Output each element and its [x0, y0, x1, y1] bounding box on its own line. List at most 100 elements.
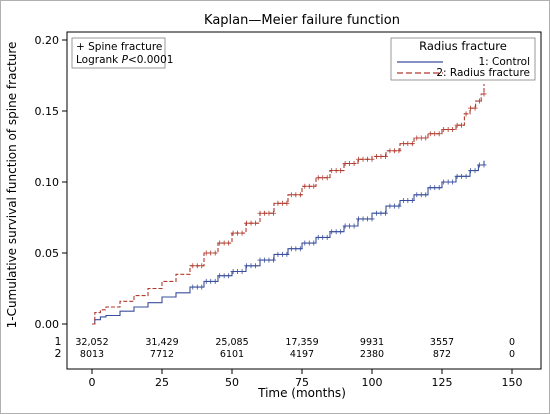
censor-mark: [360, 156, 366, 162]
censor-mark: [414, 192, 420, 198]
censor-mark: [333, 168, 339, 174]
censor-mark: [400, 197, 406, 203]
annotation-frame: [71, 37, 166, 69]
censor-mark: [270, 210, 276, 216]
annotation-censor-label: + Spine fracture: [76, 41, 162, 53]
annotation-box: + Spine fracture Logrank P<0.0001: [71, 37, 173, 69]
censor-mark: [284, 251, 290, 257]
annotation-logrank: Logrank P<0.0001: [76, 54, 173, 66]
censor-mark: [391, 203, 397, 209]
censor-mark: [387, 148, 393, 154]
legend-title: Radius fracture: [419, 39, 507, 53]
censor-mark: [356, 156, 362, 162]
censor-mark: [239, 230, 245, 236]
censor-marks-1: [190, 162, 487, 290]
censor-mark: [342, 223, 348, 229]
censor-mark: [230, 268, 236, 274]
risk-value: 2380: [360, 349, 384, 360]
censor-mark: [284, 200, 290, 206]
censor-mark: [423, 192, 429, 198]
censor-mark: [257, 210, 263, 216]
censor-mark: [400, 141, 406, 147]
censor-mark: [409, 141, 415, 147]
x-tick-label: 100: [362, 376, 383, 389]
logrank-value: <0.0001: [128, 54, 174, 66]
censor-mark: [378, 153, 384, 159]
x-tick-label: 50: [225, 376, 239, 389]
risk-value: 8013: [80, 349, 104, 360]
legend: Radius fracture 1: Control 2: Radius fra…: [390, 37, 536, 81]
censor-mark: [306, 183, 312, 189]
risk-value: 9931: [360, 337, 384, 348]
risk-value: 0: [509, 349, 515, 360]
censor-mark: [477, 162, 483, 168]
censor-mark: [311, 183, 317, 189]
censor-mark: [409, 197, 415, 203]
censor-mark: [293, 192, 299, 198]
x-tick-label: 75: [295, 376, 309, 389]
censor-mark: [248, 220, 254, 226]
series-layer: [92, 84, 487, 325]
censor-mark: [472, 168, 478, 174]
censor-mark: [208, 250, 214, 256]
censor-mark: [203, 250, 209, 256]
risk-value: 31,429: [145, 337, 178, 348]
censor-mark: [288, 192, 294, 198]
censor-mark: [472, 105, 478, 111]
censor-mark: [230, 230, 236, 236]
censor-mark: [441, 126, 447, 132]
censor-mark: [239, 268, 245, 274]
risk-value: 17,359: [285, 337, 318, 348]
censor-mark: [217, 240, 223, 246]
censor-mark: [311, 240, 317, 246]
censor-mark: [450, 126, 456, 132]
risk-value: 3557: [430, 337, 454, 348]
censor-mark: [261, 210, 267, 216]
censor-mark: [418, 192, 424, 198]
censor-mark: [459, 122, 465, 128]
censor-mark: [212, 278, 218, 284]
logrank-p: P: [122, 54, 129, 66]
censor-mark: [217, 273, 223, 279]
censor-mark: [235, 230, 241, 236]
censor-mark: [445, 126, 451, 132]
censor-mark: [333, 229, 339, 235]
censor-mark: [279, 251, 285, 257]
censor-mark: [266, 257, 272, 263]
censor-mark: [351, 161, 357, 167]
censor-mark: [450, 179, 456, 185]
y-axis-title: 1-Cumulative survival function of spine …: [5, 42, 19, 329]
censor-mark: [369, 216, 375, 222]
risk-value: 7712: [150, 349, 174, 360]
y-tick-label: 0.10: [35, 176, 60, 189]
legend-entry-control: 1: Control: [478, 56, 530, 68]
censor-mark: [315, 234, 321, 240]
censor-mark: [275, 251, 281, 257]
censor-mark: [432, 131, 438, 137]
censor-mark: [445, 179, 451, 185]
censor-mark: [481, 162, 487, 168]
censor-mark: [226, 273, 232, 279]
censor-mark: [199, 263, 205, 269]
censor-mark: [468, 105, 474, 111]
censor-mark: [436, 131, 442, 137]
censor-mark: [329, 168, 335, 174]
censor-mark: [306, 240, 312, 246]
censor-mark: [338, 229, 344, 235]
censor-mark: [477, 98, 483, 104]
censor-mark: [405, 197, 411, 203]
censor-mark: [369, 156, 375, 162]
censor-mark: [203, 278, 209, 284]
censor-mark: [391, 148, 397, 154]
risk-value: 4197: [290, 349, 314, 360]
censor-mark: [356, 216, 362, 222]
censor-mark: [454, 122, 460, 128]
censor-mark: [423, 135, 429, 141]
censor-mark: [468, 168, 474, 174]
x-tick-label: 0: [89, 376, 96, 389]
censor-mark: [373, 153, 379, 159]
censor-mark: [190, 263, 196, 269]
censor-mark: [427, 131, 433, 137]
censor-mark: [212, 250, 218, 256]
x-tick-label: 25: [155, 376, 169, 389]
